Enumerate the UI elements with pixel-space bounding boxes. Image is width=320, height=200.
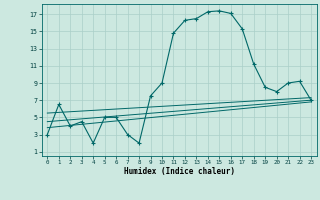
X-axis label: Humidex (Indice chaleur): Humidex (Indice chaleur) xyxy=(124,167,235,176)
